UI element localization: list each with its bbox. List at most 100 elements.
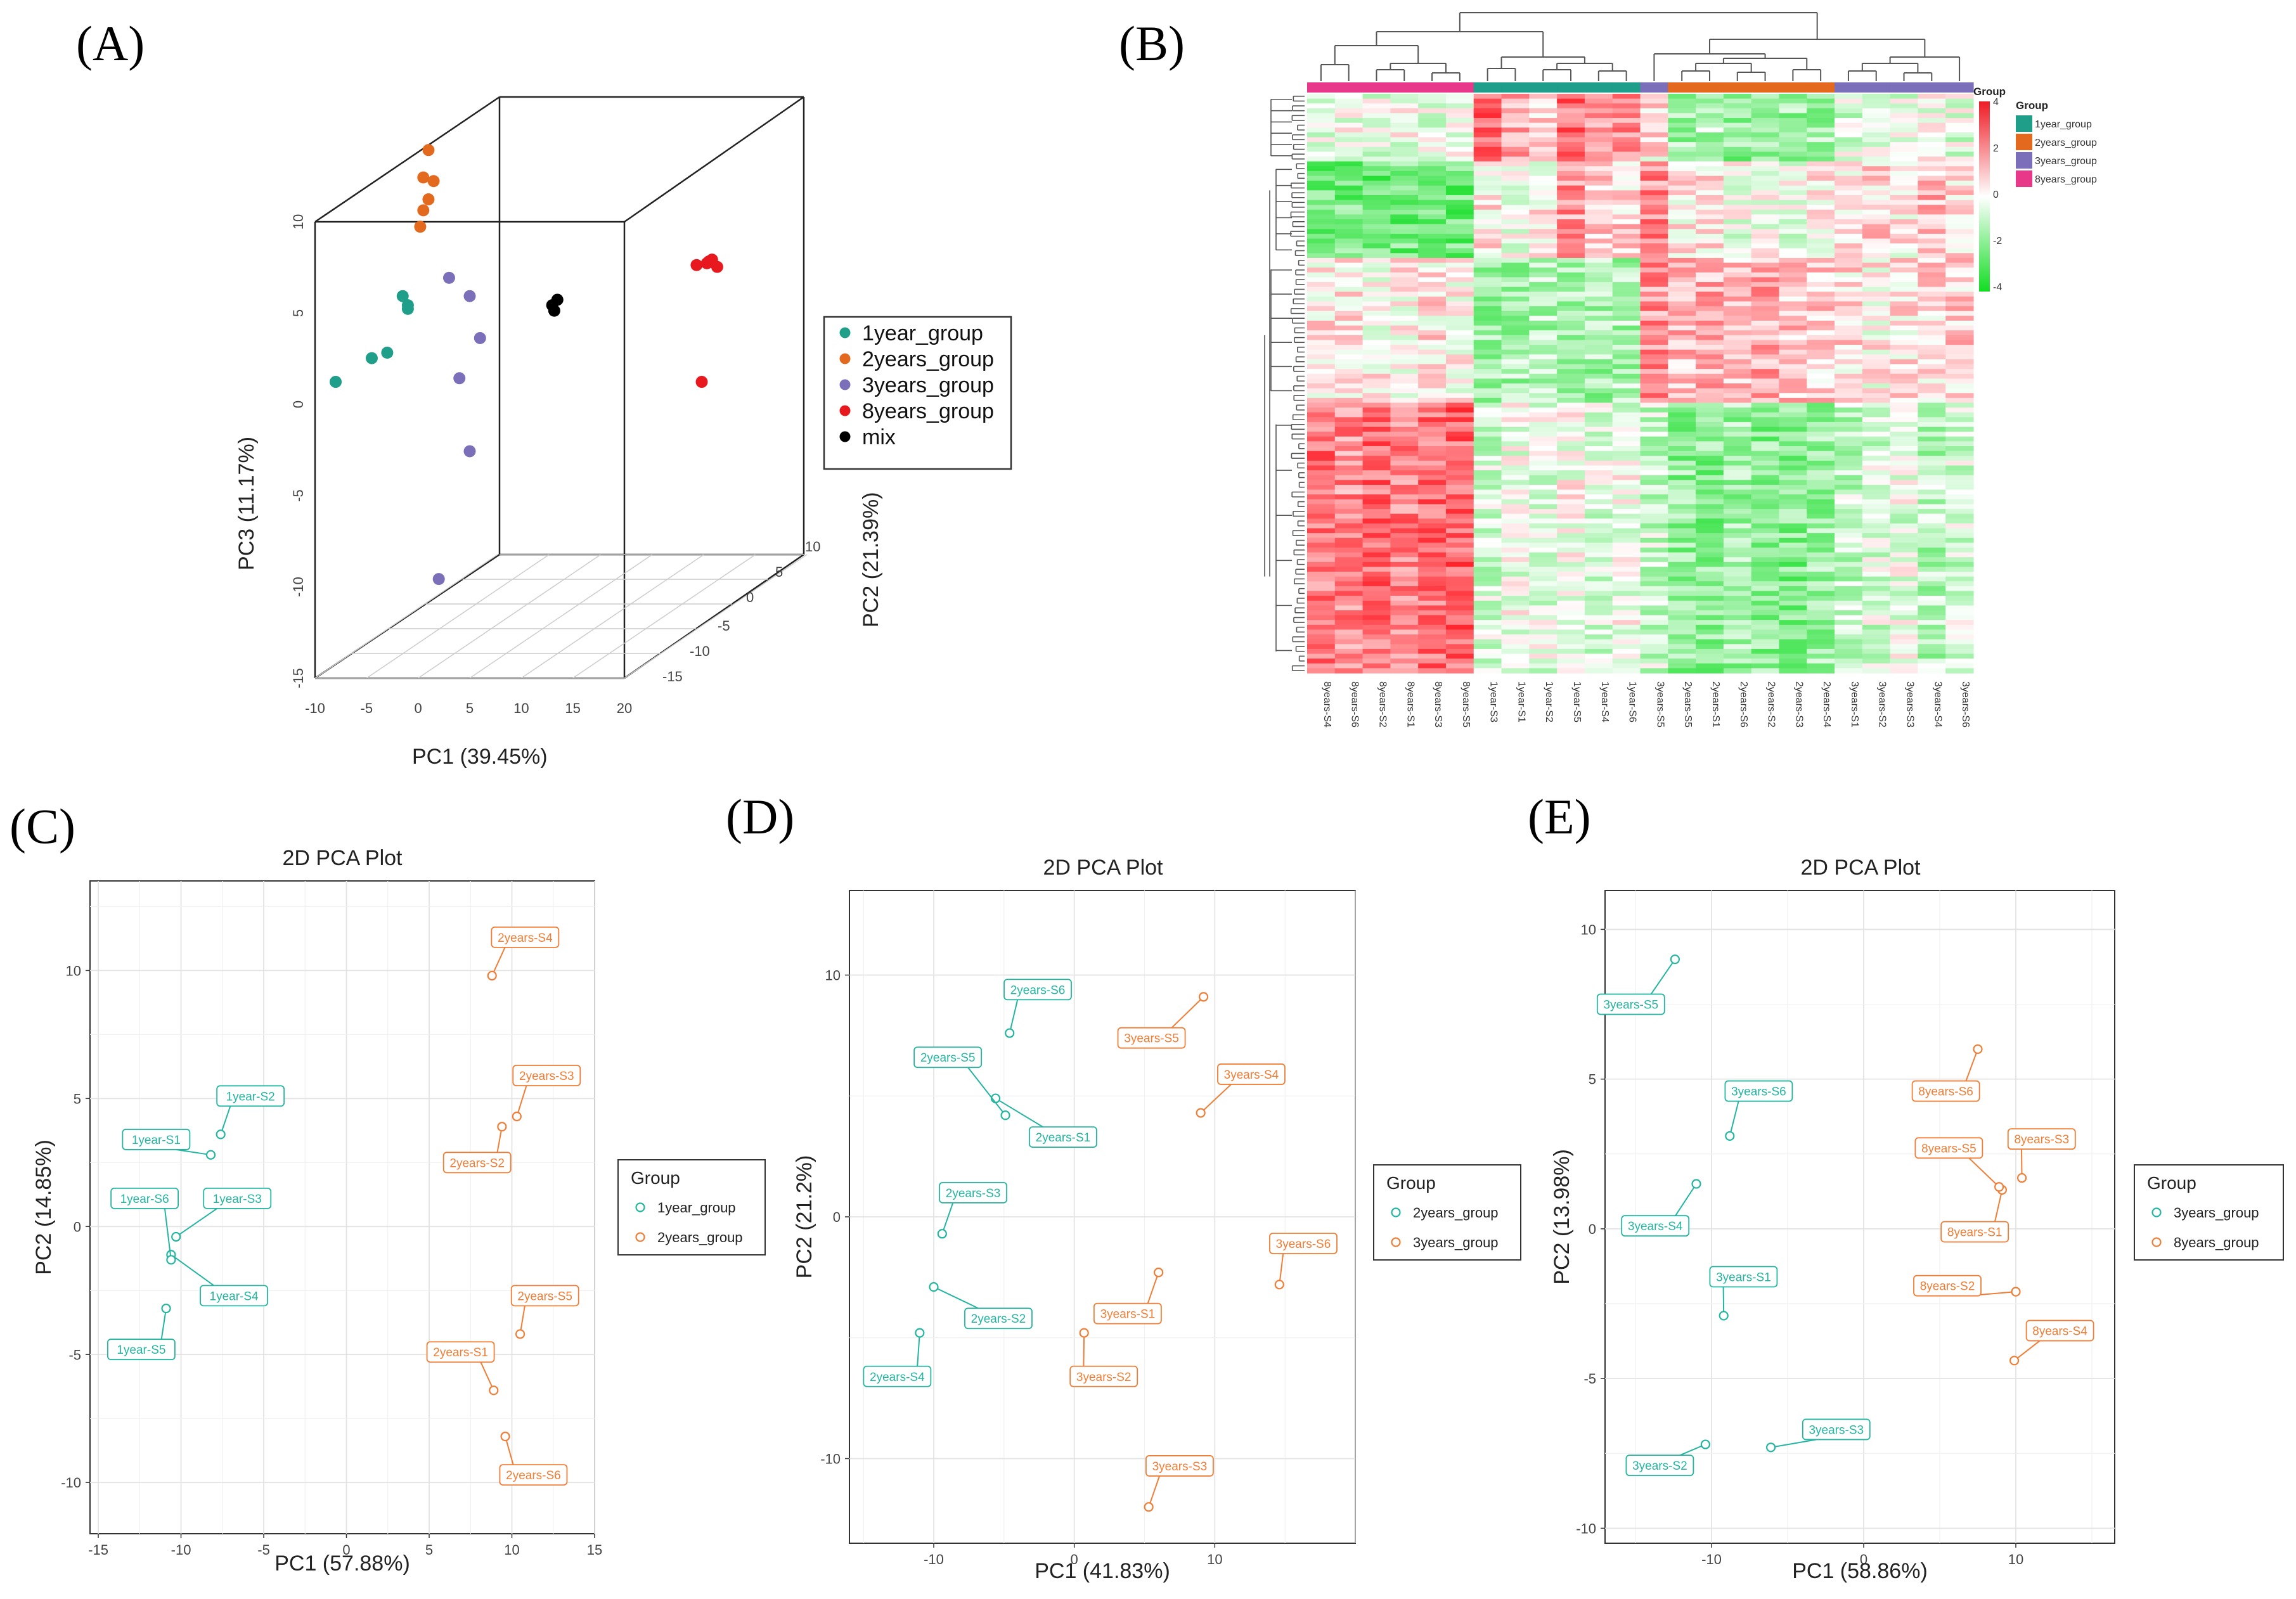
heatmap-cell bbox=[1696, 605, 1724, 611]
heatmap-cell bbox=[1390, 456, 1419, 461]
heatmap-cell bbox=[1418, 446, 1447, 452]
heatmap-cell bbox=[1418, 432, 1447, 437]
heatmap-cell bbox=[1307, 441, 1336, 447]
heatmap-cell bbox=[1529, 253, 1558, 259]
heatmap-cell bbox=[1362, 528, 1391, 534]
heatmap-cell bbox=[1807, 668, 1835, 674]
heatmap-cell bbox=[1529, 190, 1558, 196]
heatmap-cell bbox=[1723, 465, 1752, 471]
heatmap-cell bbox=[1862, 634, 1891, 640]
label-connector bbox=[491, 947, 506, 976]
heatmap-cell bbox=[1390, 349, 1419, 355]
heatmap-cell bbox=[1779, 615, 1807, 620]
data-point-3years_group bbox=[453, 372, 466, 385]
heatmap-cell bbox=[1668, 504, 1696, 510]
heatmap-cell bbox=[1723, 480, 1752, 485]
heatmap-cell bbox=[1945, 253, 1974, 259]
heatmap-cell bbox=[1835, 421, 1863, 428]
heatmap-cell bbox=[1529, 161, 1558, 167]
heatmap-cell bbox=[1307, 470, 1336, 476]
heatmap-cell bbox=[1945, 248, 1974, 254]
heatmap-cell bbox=[1945, 615, 1974, 620]
heatmap-cell bbox=[1945, 499, 1974, 505]
heatmap-cell bbox=[1501, 629, 1530, 635]
heatmap-cell bbox=[1557, 634, 1585, 640]
heatmap-cell bbox=[1557, 219, 1585, 225]
heatmap-cell bbox=[1668, 634, 1696, 640]
heatmap-cell bbox=[1584, 378, 1613, 384]
point-label-box bbox=[913, 1046, 983, 1069]
column-label: 2years-S2 bbox=[1766, 681, 1777, 728]
heatmap-cell bbox=[1779, 639, 1807, 645]
heatmap-cell bbox=[1668, 316, 1696, 321]
heatmap-cell bbox=[1918, 364, 1946, 369]
x-tick-label: 10 bbox=[504, 1542, 519, 1558]
heatmap-cell bbox=[1473, 142, 1502, 148]
heatmap-cell bbox=[1390, 484, 1419, 491]
heatmap-cell bbox=[1529, 436, 1558, 442]
data-point-8years_group bbox=[2011, 1287, 2021, 1297]
heatmap-cell bbox=[1501, 292, 1530, 297]
heatmap-cell bbox=[1390, 311, 1419, 316]
heatmap-cell bbox=[1890, 325, 1919, 331]
group-bar-segment bbox=[1418, 82, 1447, 93]
legend-label: 8years_group bbox=[2174, 1235, 2259, 1250]
heatmap-cell bbox=[1473, 620, 1502, 626]
heatmap-cell bbox=[1529, 634, 1558, 640]
heatmap-cell bbox=[1362, 610, 1391, 616]
heatmap-cell bbox=[1807, 427, 1835, 432]
heatmap-cell bbox=[1862, 229, 1891, 234]
heatmap-cell bbox=[1529, 349, 1558, 355]
heatmap-cell bbox=[1362, 118, 1391, 124]
heatmap-cell bbox=[1612, 166, 1641, 172]
heatmap-cell bbox=[1640, 465, 1668, 471]
column-label: 1year-S4 bbox=[1599, 681, 1610, 722]
heatmap-cell bbox=[1473, 257, 1502, 264]
heatmap-cell bbox=[1696, 576, 1724, 582]
heatmap-cell bbox=[1640, 421, 1668, 428]
heatmap-cell bbox=[1362, 369, 1391, 375]
heatmap-cell bbox=[1612, 151, 1641, 157]
heatmap-cell bbox=[1362, 330, 1391, 336]
heatmap-cell bbox=[1529, 397, 1558, 404]
heatmap-cell bbox=[1445, 108, 1474, 114]
data-point-3years_group bbox=[474, 331, 486, 344]
heatmap-cell bbox=[1501, 170, 1530, 177]
heatmap-cell bbox=[1640, 456, 1668, 461]
heatmap-cell bbox=[1640, 557, 1668, 563]
heatmap-cell bbox=[1501, 402, 1530, 408]
heatmap-cell bbox=[1918, 349, 1946, 355]
heatmap-cell bbox=[1668, 552, 1696, 558]
heatmap-cell bbox=[1473, 364, 1502, 369]
heatmap-cell bbox=[1779, 340, 1807, 345]
heatmap-cell bbox=[1945, 166, 1974, 172]
heatmap-cell bbox=[1890, 94, 1919, 100]
heatmap-cell bbox=[1445, 421, 1474, 428]
heatmap-cell bbox=[1362, 509, 1391, 515]
heatmap-cell bbox=[1529, 200, 1558, 205]
heatmap-cell bbox=[1445, 480, 1474, 485]
heatmap-cell bbox=[1779, 576, 1807, 582]
y-tick-label: 0 bbox=[1589, 1221, 1596, 1237]
heatmap-cell bbox=[1612, 292, 1641, 297]
group-bar-segment bbox=[1696, 82, 1724, 93]
heatmap-cell bbox=[1612, 108, 1641, 114]
heatmap-cell bbox=[1945, 378, 1974, 384]
heatmap-cell bbox=[1918, 402, 1946, 408]
heatmap-cell bbox=[1668, 238, 1696, 244]
heatmap-cell bbox=[1612, 330, 1641, 336]
heatmap-cell bbox=[1418, 161, 1447, 167]
heatmap-cell bbox=[1696, 214, 1724, 220]
heatmap-cell bbox=[1445, 166, 1474, 172]
heatmap-cell bbox=[1473, 229, 1502, 234]
heatmap-cell bbox=[1696, 547, 1724, 553]
heatmap-cell bbox=[1640, 475, 1668, 480]
heatmap-cell bbox=[1584, 653, 1613, 659]
label-connector bbox=[2013, 1340, 2041, 1361]
x-tick-label: 0 bbox=[1860, 1551, 1867, 1567]
heatmap-cell bbox=[1307, 142, 1336, 148]
heatmap-cell bbox=[1723, 118, 1752, 124]
heatmap-cell bbox=[1418, 325, 1447, 331]
heatmap-cell bbox=[1668, 663, 1696, 669]
